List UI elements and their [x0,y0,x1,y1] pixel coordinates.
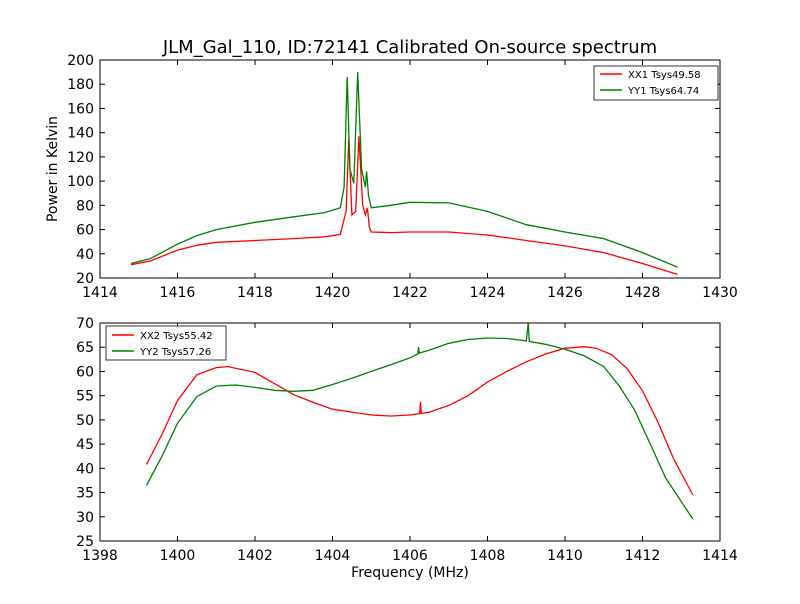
top-ytick-label: 20 [76,271,94,287]
bottom-chart-ticks: 1398 1400 1402 1404 1406 1408 1410 1412 1414 25 30… [76,316,738,564]
bottom-xtick-label: 1410 [547,548,583,564]
bottom-chart-series [145,323,694,520]
top-xtick-label: 1418 [237,285,273,301]
top-xtick-label: 1426 [547,285,583,301]
top-xtick-label: 1422 [392,285,428,301]
bottom-series-line-yy [145,323,694,520]
top-legend-label-yy1: YY1 Tsys64.74 [627,86,699,97]
top-ytick-label: 120 [67,150,94,166]
bottom-ytick-label: 65 [76,340,94,356]
bottom-ytick-label: 70 [76,316,94,332]
top-ytick-label: 160 [67,101,94,117]
top-xtick-label: 1424 [470,285,506,301]
bottom-xtick-label: 1408 [470,548,506,564]
bottom-ytick-label: 25 [76,534,94,550]
top-legend-box [593,65,719,101]
top-series-line-xx [130,136,678,276]
top-xtick-label: 1428 [625,285,661,301]
top-ytick-label: 140 [67,126,94,142]
bottom-xtick-label: 1412 [625,548,661,564]
top-legend-label-xx1: XX1 Tsys49.58 [628,70,701,81]
bottom-ytick-label: 50 [76,413,94,429]
bottom-xtick-label: 1404 [315,548,351,564]
bottom-xtick-label: 1414 [702,548,738,564]
bottom-chart-legend: XX2 Tsys55.42 YY2 Tsys57.26 [105,325,227,361]
figure-title: JLM_Gal_110, ID:72141 Calibrated On-sour… [162,37,657,58]
top-ytick-label: 80 [76,198,94,214]
bottom-ytick-label: 60 [76,364,94,380]
bottom-xtick-label: 1398 [82,548,118,564]
bottom-chart: 1398 1400 1402 1404 1406 1408 1410 1412 1414 25 30… [76,316,738,581]
top-chart-legend: XX1 Tsys49.58 YY1 Tsys64.74 [593,65,719,101]
top-chart-series [130,72,678,276]
top-ytick-label: 40 [76,247,94,263]
top-chart-ticks: 1414 1416 1418 1420 1422 1424 1426 1428 1430 20 40… [67,53,738,301]
bottom-chart-xlabel: Frequency (MHz) [351,565,469,581]
bottom-xtick-label: 1402 [237,548,273,564]
bottom-ytick-label: 30 [76,510,94,526]
bottom-ytick-label: 55 [76,389,94,405]
bottom-ytick-label: 40 [76,461,94,477]
top-series-line-yy [130,72,678,268]
bottom-xtick-label: 1400 [160,548,196,564]
bottom-legend-label-yy2: YY2 Tsys57.26 [139,347,211,358]
top-xtick-label: 1414 [82,285,118,301]
top-ytick-label: 200 [67,53,94,69]
top-chart-ylabel: Power in Kelvin [45,116,61,222]
top-ytick-label: 100 [67,174,94,190]
top-xtick-label: 1416 [160,285,196,301]
top-xtick-label: 1430 [702,285,738,301]
top-chart: 1414 1416 1418 1420 1422 1424 1426 1428 1430 20 40… [45,53,738,301]
bottom-series-line-xx [145,346,694,496]
top-xtick-label: 1420 [315,285,351,301]
bottom-ytick-label: 45 [76,437,94,453]
top-ytick-label: 60 [76,223,94,239]
bottom-legend-label-xx2: XX2 Tsys55.42 [140,331,213,342]
top-ytick-label: 180 [67,77,94,93]
bottom-ytick-label: 35 [76,486,94,502]
bottom-legend-box [105,325,227,361]
bottom-xtick-label: 1406 [392,548,428,564]
